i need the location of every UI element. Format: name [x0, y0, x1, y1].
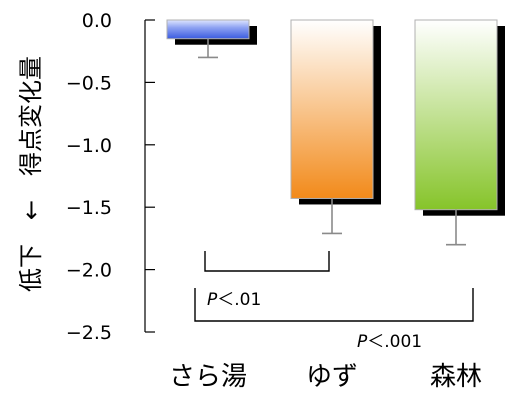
y-axis-label-group: 低下 ← 得点変化量 [17, 56, 45, 292]
y-tick-label: −1.5 [66, 197, 112, 219]
significance-label: P＜.001 [357, 332, 422, 352]
y-tick-label: −2.0 [66, 260, 112, 282]
bar [166, 19, 250, 40]
y-tick-label: −2.5 [66, 322, 112, 344]
y-tick-label: −1.0 [66, 135, 112, 157]
x-tick-label: ゆず [306, 362, 358, 392]
significance-label: P＜.01 [207, 290, 261, 310]
x-tick-label: さら湯 [169, 362, 247, 392]
y-tick-label: 0.0 [82, 10, 112, 32]
bars [166, 19, 505, 246]
significance-brackets: P＜.01 P＜.001 [194, 251, 474, 352]
x-axis-labels: さら湯 ゆず 森林 [169, 362, 482, 392]
y-axis: 0.0 −0.5 −1.0 −1.5 −2.0 −2.5 [66, 10, 155, 344]
x-tick-label: 森林 [430, 362, 482, 392]
y-axis-label: 低下 ← 得点変化量 [17, 56, 45, 292]
significance-bracket [194, 288, 474, 322]
bar [290, 19, 374, 199]
bar [414, 19, 498, 211]
significance-bracket [204, 251, 330, 272]
y-tick-label: −0.5 [66, 72, 112, 94]
